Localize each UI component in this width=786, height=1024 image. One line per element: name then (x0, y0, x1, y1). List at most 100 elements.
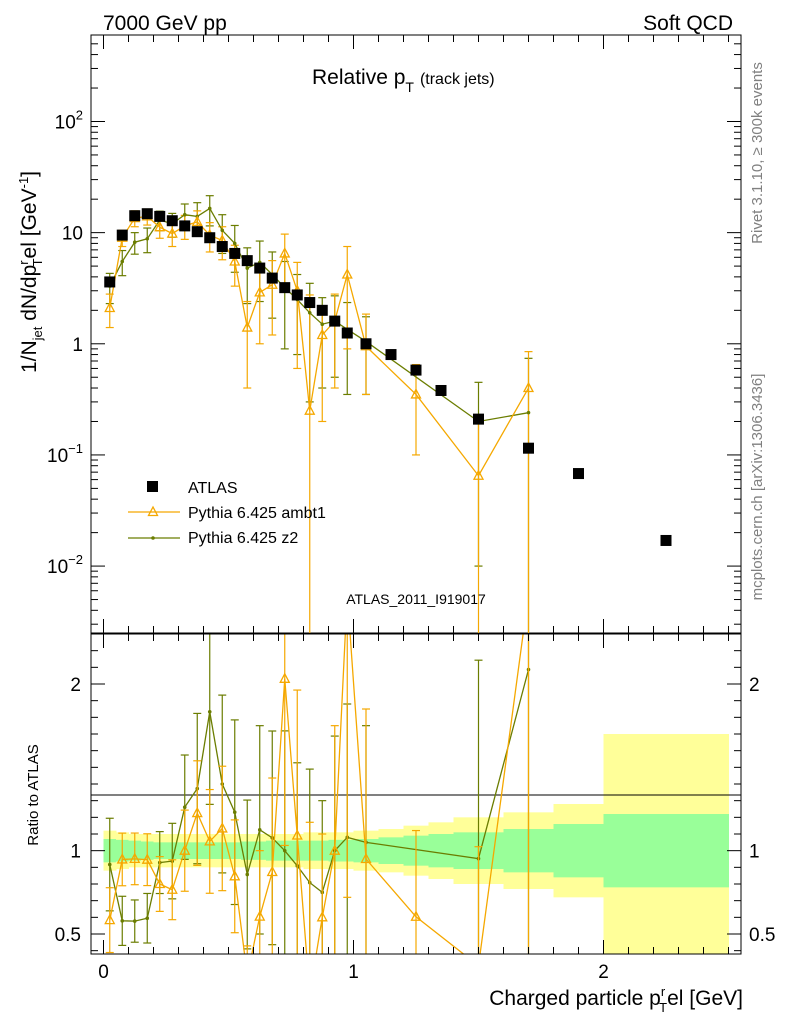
ambt1-ratio-point (410, 910, 422, 921)
x-label-sup: r (661, 984, 666, 999)
y-label-c: el [GeV (18, 188, 41, 258)
atlas-point (341, 327, 353, 339)
z2-ratio-point (107, 862, 112, 867)
atlas-point (385, 349, 397, 361)
chart-title-sub: T (405, 79, 414, 95)
ambt1-point (410, 388, 422, 399)
ambt1-point (472, 469, 485, 480)
main-y-tick-label: 10−2 (47, 552, 83, 578)
main-series (104, 195, 672, 633)
ambt1-point (229, 255, 241, 266)
ambt1-point (191, 215, 203, 227)
ambt1-ratio-point (166, 883, 178, 894)
atlas-point (523, 442, 534, 454)
atlas-point (191, 226, 203, 238)
inner-band-segment (553, 824, 604, 878)
ambt1-ratio-point (104, 913, 116, 925)
ambt1-ratio-point (360, 852, 372, 864)
ambt1-point (254, 286, 266, 297)
inner-band-segment (378, 837, 404, 864)
z2-ratio-point (120, 919, 125, 923)
atlas-point (410, 364, 422, 376)
ambt1-ratio-point (129, 852, 141, 864)
z2-point (132, 240, 137, 245)
ratio-y-tick-label-right: 0.5 (749, 925, 775, 946)
ratio-y-tick-label-right: 2 (749, 675, 760, 696)
x-tick-label: 0 (98, 962, 109, 983)
ambt1-ratio-line (109, 634, 524, 954)
y-label-b: dN/dp (18, 265, 41, 327)
z2-point (526, 410, 531, 415)
header-left: 7000 GeV pp (103, 12, 227, 35)
ambt1-point (154, 220, 166, 232)
y-label-b-sup: r (16, 260, 31, 265)
ambt1-ratio-point (316, 910, 328, 922)
ambt1-point (279, 247, 291, 258)
atlas-point (573, 468, 584, 480)
chart-title-note: (track jets) (420, 71, 495, 88)
main-y-tick-label-exp: 2 (76, 107, 83, 122)
atlas-point (129, 210, 141, 222)
main-y-tick-label-base: 10 (55, 112, 76, 133)
atlas-point (360, 338, 372, 350)
z2-point (220, 228, 225, 233)
ratio-y-tick-label: 1 (70, 842, 81, 863)
x-label-main: Charged particle p (489, 987, 661, 1010)
x-tick-label: 1 (348, 962, 359, 983)
z2-point (145, 237, 150, 241)
ratio-axes: 0 1 2 0.5 0.5 1 1 2 2 (55, 634, 775, 983)
y-label-d: ] (18, 171, 41, 177)
y-label-a-sub: jet (30, 326, 45, 341)
z2-ratio-point (207, 709, 212, 714)
z2-ratio-point (282, 848, 287, 853)
ambt1-ratio-point (191, 806, 203, 818)
z2-ratio-point (145, 916, 150, 921)
ambt1-ratio-point (179, 844, 191, 855)
atlas-point (204, 232, 216, 244)
main-panel-frame (90, 34, 742, 634)
z2-ratio-point (132, 919, 137, 923)
z2-point (307, 311, 312, 315)
legend-label-atlas: ATLAS (188, 480, 238, 497)
legend-marker-ambt1 (147, 505, 159, 517)
ambt1-point (522, 381, 535, 393)
ambt1-ratio-point (279, 672, 291, 683)
z2-point (207, 206, 212, 211)
main-y-tick-label: 102 (55, 107, 83, 133)
inner-band-segment (603, 814, 729, 888)
x-label-sub: T (659, 1000, 667, 1015)
atlas-point (266, 272, 278, 284)
ratio-panel-frame (90, 633, 742, 955)
ratio-y-tick-label-right: 1 (749, 842, 760, 863)
z2-ratio-point (182, 805, 187, 809)
z2-point (245, 266, 250, 270)
chart-title-main: Relative p (312, 66, 405, 89)
ambt1-point (166, 227, 178, 238)
legend-label-ambt1: Pythia 6.425 ambt1 (188, 505, 326, 522)
ratio-y-tick-label: 0.5 (55, 925, 81, 946)
x-tick-label: 2 (598, 962, 609, 983)
header-right: Soft QCD (643, 12, 733, 35)
atlas-point (229, 247, 241, 259)
atlas-point (473, 413, 484, 425)
z2-ratio-point (257, 828, 262, 832)
z2-point (182, 212, 187, 217)
ambt1-ratio-point (141, 853, 153, 864)
atlas-point (660, 534, 672, 546)
ambt1-ratio-point (291, 829, 303, 840)
atlas-point (279, 282, 291, 294)
atlas-point (141, 208, 153, 220)
ratio-curves (104, 634, 531, 954)
main-y-tick-label-base: 10 (47, 446, 68, 467)
ambt1-ratio-point (216, 822, 228, 833)
atlas-point (154, 210, 166, 222)
atlas-point (254, 262, 266, 274)
z2-ratio-point (232, 810, 237, 815)
atlas-point (329, 315, 341, 327)
main-y-tick-label: 10−1 (47, 441, 83, 467)
legend: ATLAS Pythia 6.425 ambt1 Pythia 6.425 z2 (128, 480, 326, 547)
ambt1-point (104, 301, 116, 313)
ambt1-point (266, 278, 278, 289)
y-label-c-sup: -1 (16, 177, 31, 189)
